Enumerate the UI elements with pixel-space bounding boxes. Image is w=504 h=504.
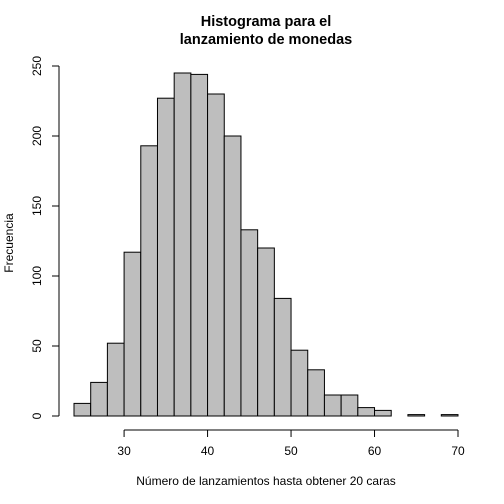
histogram-bar [240,229,259,417]
histogram-bar [90,381,108,417]
y-tick-label: 100 [30,266,44,286]
histogram-bar [357,407,376,417]
histogram-bar [140,145,158,417]
y-tick-label: 50 [30,339,44,353]
x-axis-label: Número de lanzamientos hasta obtener 20 … [136,474,395,488]
histogram-bar [407,414,426,417]
histogram-bar [340,394,359,417]
histogram-bar [173,72,192,417]
histogram-bar [123,251,142,417]
x-tick-label: 50 [284,444,298,458]
x-tick-label: 40 [201,444,215,458]
histogram-bar [106,342,125,417]
histogram-bar [257,247,275,417]
histogram-bar [323,394,342,417]
histogram-bar [374,409,392,417]
x-tick-label: 70 [451,444,465,458]
x-axis: 30 40 50 60 70 [117,429,465,458]
y-axis-label: Frecuencia [2,213,16,273]
histogram-bar [307,369,325,417]
y-axis: 0 50 100 150 200 250 [30,56,60,419]
x-tick-label: 30 [117,444,131,458]
chart-title-line-1: Histograma para el [201,14,332,30]
y-tick-label: 250 [30,56,44,76]
histogram-bar [207,93,225,417]
histogram-bar [156,97,175,417]
histogram-bar [273,297,292,417]
histogram-bar [440,414,459,417]
histogram-bar [73,402,92,417]
y-tick-label: 200 [30,126,44,146]
histogram-bar [290,349,309,417]
histogram-bars [73,72,459,417]
histogram-bar [223,135,242,417]
y-tick-label: 150 [30,196,44,216]
y-tick-label: 0 [30,412,44,419]
chart-title-line-2: lanzamiento de monedas [180,32,352,48]
x-tick-label: 60 [368,444,382,458]
histogram-bar [190,73,209,417]
